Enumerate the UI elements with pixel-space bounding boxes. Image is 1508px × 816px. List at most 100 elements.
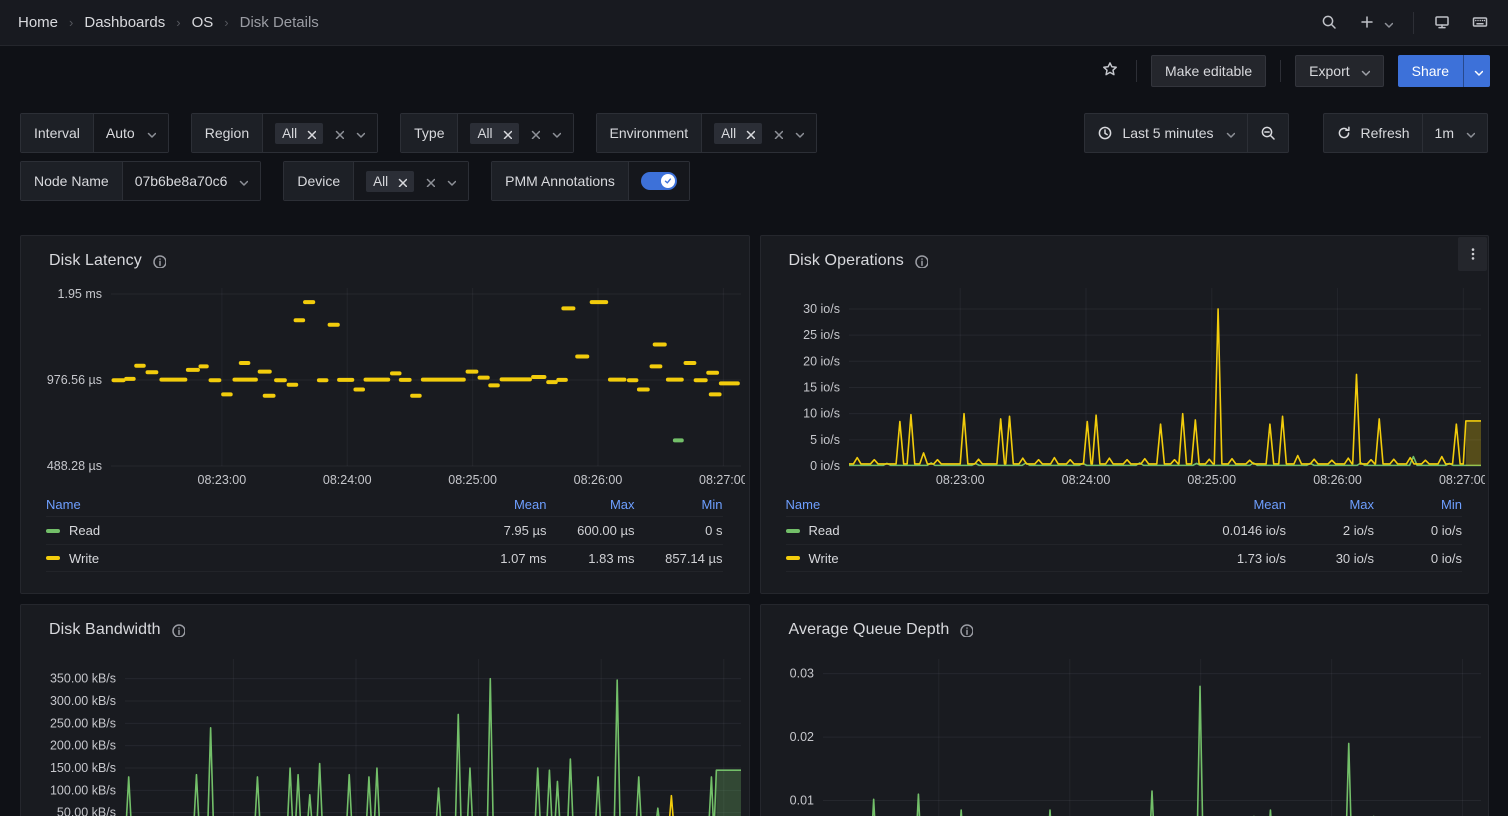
x-axis-tick-label: 08:25:00 (448, 473, 497, 487)
series-name[interactable]: Read (809, 523, 840, 538)
node-name-select[interactable]: 07b6be8a70c6 (123, 162, 261, 200)
series-color-swatch (786, 556, 800, 560)
refresh-interval-select[interactable]: 1m (1423, 114, 1487, 152)
x-axis-tick-label: 08:27:00 (1438, 473, 1484, 487)
disk-bandwidth-chart[interactable]: 350.00 kB/s300.00 kB/s250.00 kB/s200.00 … (31, 651, 745, 816)
chevron-down-icon (236, 175, 248, 187)
monitor-button[interactable] (1434, 14, 1452, 32)
disk-latency-chart[interactable]: 1.95 ms976.56 µs488.28 µs08:23:0008:24:0… (31, 280, 745, 490)
panel-description-button[interactable] (152, 254, 166, 268)
clear-selection-icon[interactable] (528, 127, 540, 139)
filter-node-name: Node Name 07b6be8a70c6 (20, 161, 261, 201)
check-icon (663, 176, 673, 186)
y-axis-tick-label: 300.00 kB/s (50, 694, 116, 708)
y-axis-tick-label: 250.00 kB/s (50, 716, 116, 730)
chevron-down-icon (1223, 127, 1235, 139)
refresh-button[interactable]: Refresh (1324, 114, 1422, 152)
favorite-button[interactable] (1102, 61, 1122, 81)
device-chip-all[interactable]: All (366, 171, 414, 192)
breadcrumb-os[interactable]: OS (192, 14, 214, 31)
pmm-annotations-toggle[interactable] (641, 172, 677, 190)
chevron-down-icon[interactable] (549, 127, 561, 139)
legend-header-min[interactable]: Min (1374, 497, 1462, 512)
y-axis-tick-label: 20 io/s (803, 354, 840, 368)
chart-svg[interactable]: 1.95 ms976.56 µs488.28 µs08:23:0008:24:0… (31, 280, 745, 490)
add-new-button[interactable] (1359, 14, 1393, 32)
average-queue-depth-chart[interactable]: 0.030.020.0108:23:0008:24:0008:25:0008:2… (771, 651, 1485, 816)
panel-description-button[interactable] (171, 623, 185, 637)
panel-description-button[interactable] (959, 623, 973, 637)
series-end-fill-write (1465, 421, 1480, 466)
clear-selection-icon[interactable] (332, 127, 344, 139)
environment-chip-all[interactable]: All (714, 123, 762, 144)
legend-header-row: NameMeanMaxMin (46, 492, 723, 516)
series-name[interactable]: Read (69, 523, 100, 538)
zoom-out-time-button[interactable] (1248, 114, 1288, 152)
chevron-down-icon[interactable] (444, 175, 456, 187)
type-chip-all[interactable]: All (470, 123, 518, 144)
chevron-down-icon (1358, 65, 1370, 77)
remove-chip-icon[interactable] (500, 127, 512, 139)
label-text: Environment (610, 125, 689, 141)
series-name[interactable]: Write (69, 551, 99, 566)
legend-header-min[interactable]: Min (635, 497, 723, 512)
legend-header-max[interactable]: Max (547, 497, 635, 512)
info-icon (959, 623, 973, 637)
clear-selection-icon[interactable] (423, 175, 435, 187)
legend-header-mean[interactable]: Mean (1198, 497, 1286, 512)
chip-label: All (282, 126, 297, 141)
legend-value: 1.83 ms (547, 551, 635, 566)
breadcrumb-dashboards[interactable]: Dashboards (84, 14, 165, 31)
type-select[interactable]: All (458, 114, 572, 152)
panel-title: Disk Operations (789, 252, 904, 270)
filter-type: Type All (400, 113, 573, 153)
region-select[interactable]: All (263, 114, 377, 152)
legend-row-write: Write1.07 ms1.83 ms857.14 µs (46, 544, 723, 572)
filter-interval: Interval Auto (20, 113, 169, 153)
chart-svg[interactable]: 0.030.020.0108:23:0008:24:0008:25:0008:2… (771, 651, 1485, 816)
series-name[interactable]: Write (809, 551, 839, 566)
keyboard-shortcuts-button[interactable] (1472, 14, 1490, 32)
disk-operations-chart[interactable]: 30 io/s25 io/s20 io/s15 io/s10 io/s5 io/… (771, 280, 1485, 490)
legend-value: 2 io/s (1286, 523, 1374, 538)
panel-header[interactable]: Disk Bandwidth (21, 605, 749, 645)
legend-header-mean[interactable]: Mean (459, 497, 547, 512)
chevron-down-icon[interactable] (792, 127, 804, 139)
share-dropdown-button[interactable] (1463, 55, 1490, 87)
series-line-read (125, 679, 741, 816)
legend-header-max[interactable]: Max (1286, 497, 1374, 512)
chevron-down-icon[interactable] (353, 127, 365, 139)
panel-description-button[interactable] (914, 254, 928, 268)
y-axis-tick-label: 0.03 (789, 667, 813, 681)
region-chip-all[interactable]: All (275, 123, 323, 144)
panel-disk-bandwidth: Disk Bandwidth 350.00 kB/s300.00 kB/s250… (20, 604, 750, 816)
device-select[interactable]: All (354, 162, 468, 200)
clear-selection-icon[interactable] (771, 127, 783, 139)
panel-header[interactable]: Average Queue Depth (761, 605, 1489, 645)
remove-chip-icon[interactable] (304, 127, 316, 139)
share-button[interactable]: Share (1398, 55, 1463, 87)
chart-svg[interactable]: 350.00 kB/s300.00 kB/s250.00 kB/s200.00 … (31, 651, 745, 816)
export-button[interactable]: Export (1295, 55, 1383, 87)
time-range-picker[interactable]: Last 5 minutes (1085, 114, 1246, 152)
panel-header[interactable]: Disk Latency (21, 236, 749, 276)
remove-chip-icon[interactable] (743, 127, 755, 139)
label-text: PMM Annotations (505, 173, 615, 189)
legend-header-name[interactable]: Name (46, 497, 459, 512)
panel-menu-button[interactable] (1458, 237, 1487, 271)
make-editable-button[interactable]: Make editable (1151, 55, 1266, 87)
panel-title: Disk Latency (49, 252, 142, 270)
legend-header-name[interactable]: Name (786, 497, 1199, 512)
chart-svg[interactable]: 30 io/s25 io/s20 io/s15 io/s10 io/s5 io/… (771, 280, 1485, 490)
search-button[interactable] (1321, 14, 1339, 32)
node-name-value: 07b6be8a70c6 (135, 173, 228, 189)
monitor-icon (1434, 14, 1452, 32)
share-split-button: Share (1398, 55, 1490, 87)
breadcrumb-home[interactable]: Home (18, 14, 58, 31)
environment-select[interactable]: All (702, 114, 816, 152)
panel-header[interactable]: Disk Operations (761, 236, 1489, 276)
y-axis-tick-label: 0 io/s (810, 459, 840, 473)
remove-chip-icon[interactable] (395, 175, 407, 187)
interval-select[interactable]: Auto (94, 114, 168, 152)
filter-row-2: Node Name 07b6be8a70c6 Device All PMM An… (20, 161, 1488, 201)
